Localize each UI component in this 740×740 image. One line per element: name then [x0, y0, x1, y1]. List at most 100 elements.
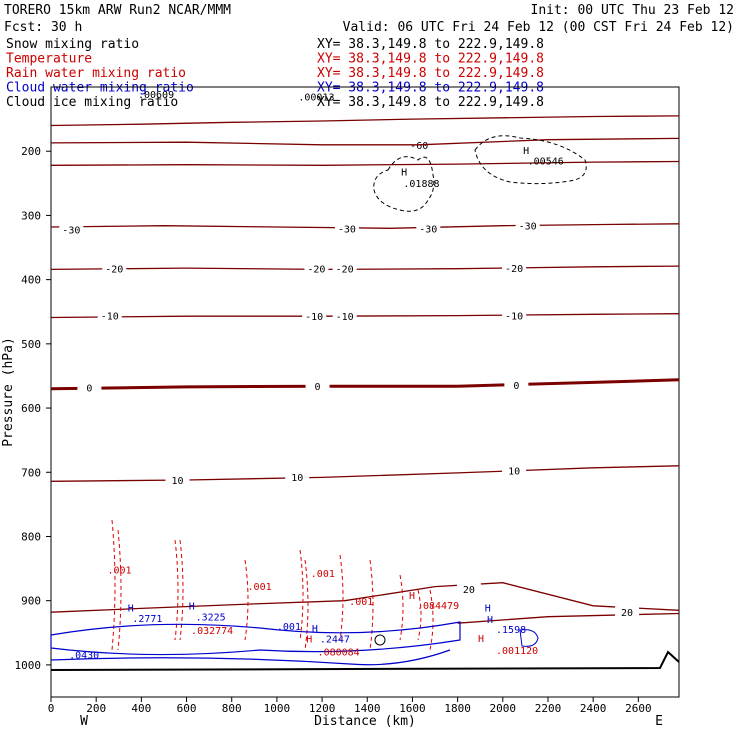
rain-contour	[244, 559, 249, 641]
x-tick-label: 400	[131, 702, 151, 715]
snow-value-label: .00546	[528, 157, 564, 168]
cloud-value-label: H	[128, 604, 134, 615]
rain-contour	[117, 529, 122, 651]
isotherm-line	[50, 465, 680, 482]
isotherm-label-bg	[285, 470, 310, 482]
x-tick-label: 2200	[535, 702, 562, 715]
x-tick-label: 2600	[625, 702, 652, 715]
cloud-value-label: H	[487, 615, 493, 626]
isotherm-label: -30	[519, 222, 537, 233]
isotherm-label-bg	[615, 606, 640, 618]
isotherm-label-bg	[332, 262, 357, 274]
cloud-value-label: H	[189, 602, 195, 613]
rain-contour	[369, 559, 374, 651]
isotherm-line	[50, 313, 680, 319]
cloud-contour	[50, 621, 461, 656]
terrain-line	[50, 650, 680, 671]
isotherm-label: 0	[315, 382, 321, 393]
isotherm-label-bg	[77, 381, 102, 393]
y-tick-label: 1000	[15, 659, 42, 672]
x-tick-label: 1000	[264, 702, 291, 715]
rain-value-label: H	[478, 634, 484, 645]
legend-xy: XY= 38.3,149.8 to 222.9,149.8	[317, 37, 544, 52]
y-tick-label: 300	[21, 209, 41, 222]
isotherm-label-bg	[304, 262, 329, 274]
legend-entry: Rain water mixing ratio	[6, 66, 186, 81]
isotherm-label-bg	[102, 262, 127, 274]
rain-value-label: .001120	[496, 646, 538, 657]
rain-value-label: .001	[248, 582, 272, 593]
legend-xy: XY= 38.3,149.8 to 222.9,149.8	[317, 52, 544, 67]
rain-value-label: .001	[349, 597, 373, 608]
x-tick-label: 2000	[490, 702, 517, 715]
y-axis-title: Pressure (hPa)	[1, 337, 16, 447]
rain-contour	[339, 554, 344, 641]
isotherm-line	[50, 223, 680, 229]
isotherm-label: -20	[505, 264, 523, 275]
rain-value-label: H	[409, 591, 415, 602]
rain-contour	[429, 589, 434, 651]
x-tick-label: 1600	[399, 702, 426, 715]
legend-xy: XY= 38.3,149.8 to 222.9,149.8	[317, 66, 544, 81]
x-tick-label: 2400	[580, 702, 607, 715]
rain-contour	[111, 519, 116, 651]
cloud-value-label: H	[312, 624, 318, 635]
snow-value-label: .00609	[138, 90, 174, 101]
snow-contour	[373, 156, 435, 212]
init-time: Init: 00 UTC Thu 23 Feb 12	[531, 3, 735, 18]
isotherm-label-bg	[416, 222, 441, 234]
isotherm-label-bg	[334, 222, 359, 234]
snow-value-label: .01888	[403, 179, 439, 190]
axis-layer: 0 200 400 600 800 1000 1200 1400 1600 1800 2000 220…	[15, 145, 652, 715]
x-tick-label: 0	[48, 702, 55, 715]
x-tick-label: 1200	[309, 702, 336, 715]
rain-contour	[304, 559, 309, 651]
isotherm-line	[50, 265, 680, 271]
y-tick-label: 200	[21, 145, 41, 158]
legend-entry: Cloud water mixing ratio	[6, 81, 194, 96]
isotherm-label: -10	[101, 312, 119, 323]
rain-value-label: .001	[311, 569, 335, 580]
forecast-hour: Fcst: 30 h	[4, 20, 82, 35]
west-label: W	[80, 714, 88, 729]
isotherm-label-bg	[456, 583, 481, 595]
isotherm-label: 0	[86, 384, 92, 395]
y-tick-label: 700	[21, 466, 41, 479]
isotherm-label-bg	[504, 378, 529, 390]
isotherm-label: -10	[336, 312, 354, 323]
snow-value-label: H	[523, 146, 529, 157]
isotherm-line	[50, 137, 680, 146]
isotherm-label: -20	[307, 265, 325, 276]
isotherm-label-bg	[97, 309, 122, 321]
isotherm-label-bg	[305, 380, 330, 392]
isotherm-layer: -60 -30 -30 -30 -30 -20 -20 -20 -20 -10 -10 -10 -10 0…	[50, 115, 680, 624]
cloud-contour	[50, 649, 451, 666]
rain-value-label: .084479	[417, 601, 459, 612]
plot-frame	[50, 86, 680, 698]
legend-xy: XY= 38.3,149.8 to 222.9,149.8	[317, 81, 544, 96]
isotherm-label-bg	[165, 473, 190, 485]
isotherm-label: 10	[508, 466, 520, 477]
x-axis-title: Distance (km)	[314, 714, 416, 729]
cloud-contour	[519, 629, 539, 647]
isotherm-label: -20	[336, 265, 354, 276]
label-layer: H.01888H.00546.00013.00609.001.001.001.0…	[69, 90, 564, 662]
isotherm-label-bg	[302, 310, 327, 322]
y-tick-label: 800	[21, 530, 41, 543]
rain-value-label: .001	[107, 566, 131, 577]
y-tick-label: 500	[21, 338, 41, 351]
x-tick-label: 1800	[444, 702, 471, 715]
isotherm-label-bg	[332, 310, 357, 322]
rain-contour	[399, 574, 404, 641]
isotherm-label-bg	[515, 219, 540, 231]
cloud-value-label: .0430	[69, 650, 99, 661]
isotherm-line	[50, 160, 680, 166]
isotherm-label: -20	[105, 265, 123, 276]
y-tick-label: 900	[21, 595, 41, 608]
rain-value-label: .080084	[318, 647, 360, 658]
x-tick-label: 200	[86, 702, 106, 715]
snow-value-label: H	[401, 168, 407, 179]
isotherm-label: 20	[463, 585, 475, 596]
cloud-value-label: .2771	[132, 614, 162, 625]
isotherm-label: 0	[513, 381, 519, 392]
